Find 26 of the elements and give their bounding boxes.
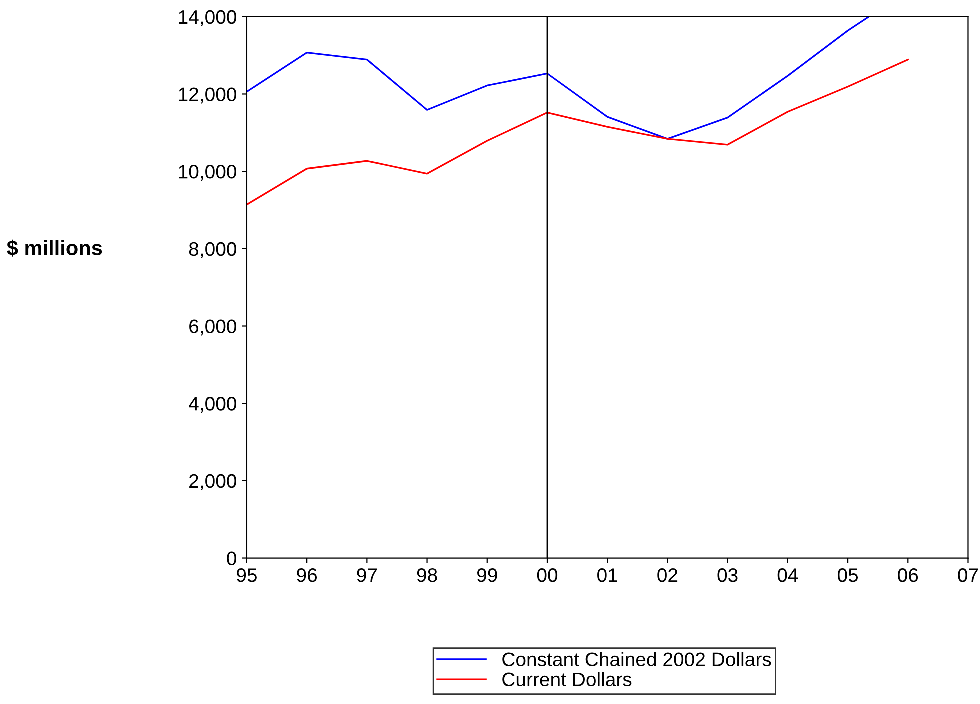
x-tick-label: 06 bbox=[898, 568, 918, 582]
x-tick-label: 97 bbox=[357, 568, 378, 582]
x-tick-label: 02 bbox=[658, 568, 678, 582]
y-tick-label: 10,000 bbox=[179, 165, 236, 182]
x-tick-label: 95 bbox=[237, 568, 257, 582]
y-tick-label: 6,000 bbox=[190, 320, 236, 336]
x-tick-label: 01 bbox=[598, 568, 618, 582]
y-tick-label: 12,000 bbox=[179, 88, 236, 104]
x-tick-label: 05 bbox=[838, 568, 858, 582]
y-axis-title: $ millions bbox=[7, 240, 102, 257]
x-tick-label: 04 bbox=[778, 568, 798, 582]
x-tick-label: 99 bbox=[477, 568, 498, 582]
y-tick-label: 0 bbox=[227, 552, 236, 566]
legend-label: Current Dollars bbox=[502, 672, 632, 687]
y-tick-label: 8,000 bbox=[189, 242, 236, 258]
line-series bbox=[246, 16, 870, 140]
y-tick-label: 14,000 bbox=[179, 10, 236, 26]
x-tick-label: 03 bbox=[718, 568, 738, 582]
line-series bbox=[246, 58, 909, 206]
x-tick-label: 98 bbox=[417, 568, 438, 582]
x-tick-label: 00 bbox=[537, 568, 558, 582]
y-tick-label: 4,000 bbox=[189, 397, 236, 414]
y-tick-label: 2,000 bbox=[190, 474, 236, 490]
x-tick-label: 07 bbox=[958, 568, 978, 582]
x-tick-label: 96 bbox=[297, 568, 318, 582]
legend-label: Constant Chained 2002 Dollars bbox=[502, 652, 772, 666]
